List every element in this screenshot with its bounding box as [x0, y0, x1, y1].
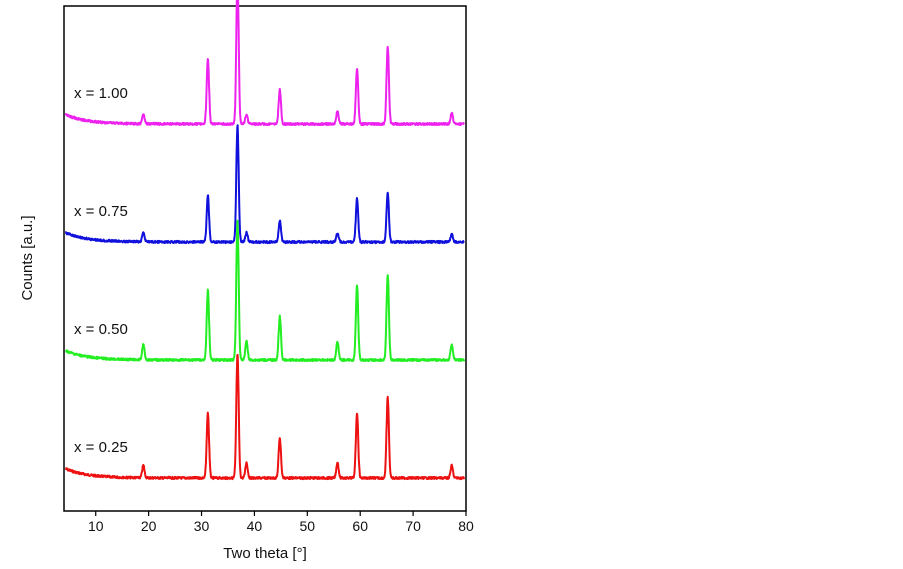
x-tick-label: 20: [141, 518, 157, 534]
x-tick-label: 40: [247, 518, 263, 534]
series-label-3: x = 0.75: [74, 203, 128, 220]
series-label-4: x = 1.00: [74, 85, 128, 102]
x-tick-label: 50: [300, 518, 316, 534]
series-line-2: [64, 219, 466, 363]
x-tick-label: 10: [88, 518, 104, 534]
series-label-2: x = 0.50: [74, 321, 128, 338]
series-line-1: [64, 353, 466, 481]
x-tick-label: 60: [352, 518, 368, 534]
x-axis-title: Two theta [°]: [223, 545, 307, 562]
plot-frame: [63, 5, 467, 512]
x-tick-label: 70: [405, 518, 421, 534]
y-axis-title: Counts [a.u.]: [19, 215, 36, 300]
series-layer: [64, 0, 466, 481]
series-label-1: x = 0.25: [74, 439, 128, 456]
series-line-4: [64, 0, 465, 127]
x-tick-label: 80: [458, 518, 474, 534]
series-label-layer: x = 0.25 x = 0.50 x = 0.75 x = 1.00: [74, 85, 128, 456]
series-line-3: [64, 124, 465, 245]
x-tick-label: 30: [194, 518, 210, 534]
x-axis-ticks: 10 20 30 40 50 60 70 80: [88, 511, 474, 534]
